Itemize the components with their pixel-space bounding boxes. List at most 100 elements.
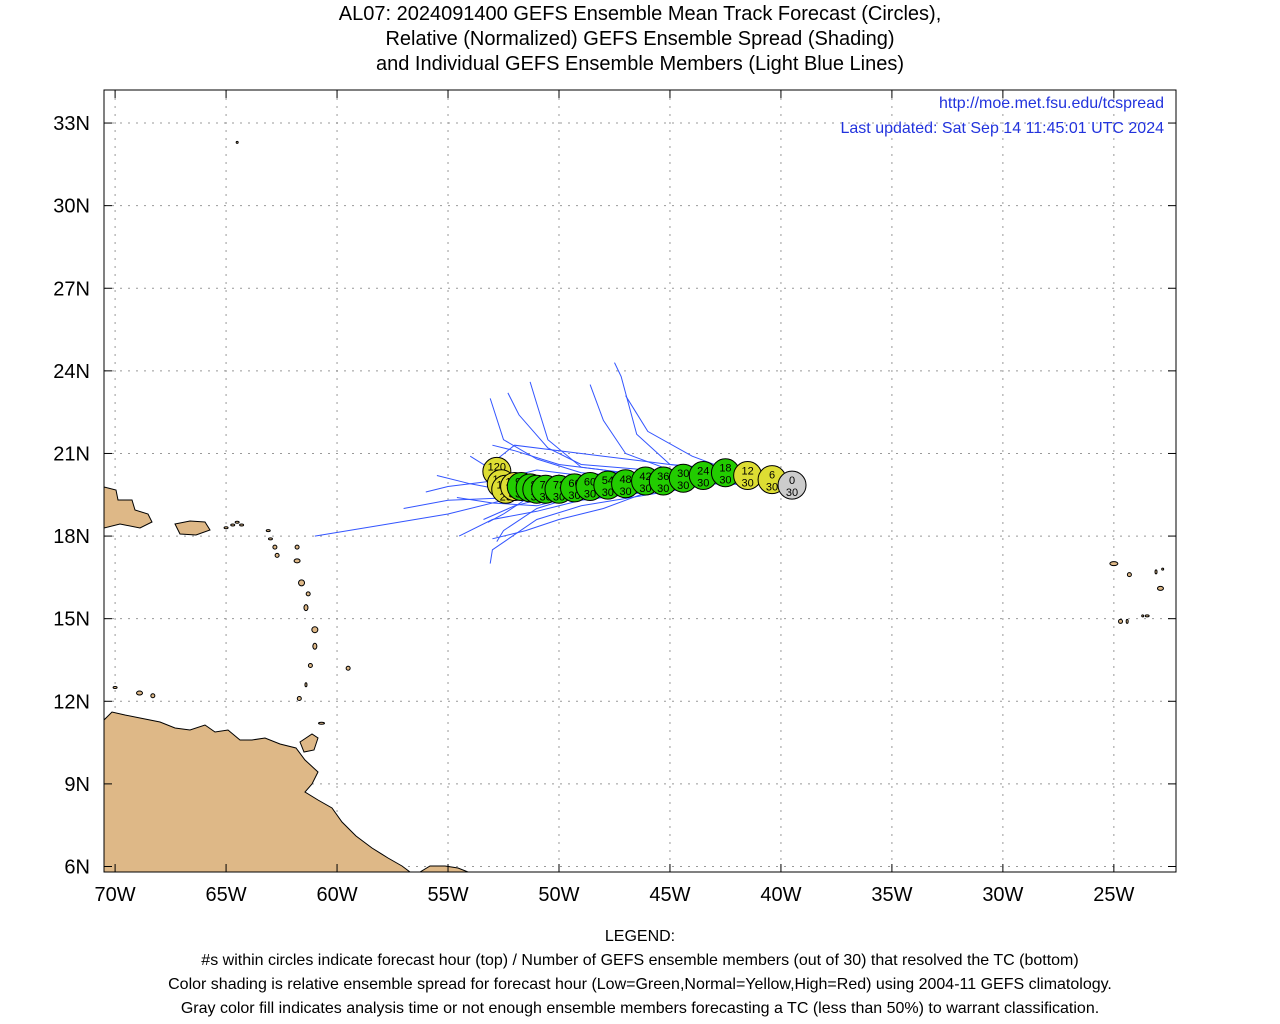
- lon-tick-label: 25W: [1093, 884, 1134, 906]
- title-line-3: and Individual GEFS Ensemble Members (Li…: [375, 53, 905, 75]
- member-count-label: 30: [697, 477, 709, 489]
- lat-tick-label: 18N: [53, 526, 90, 548]
- island: [136, 690, 144, 696]
- mean-track: 1202911429108291023096309030843078307230…: [482, 456, 807, 504]
- member-count-label: 30: [639, 483, 651, 495]
- island: [272, 544, 278, 550]
- island: [304, 682, 308, 688]
- island: [307, 662, 313, 668]
- lon-tick-label: 65W: [206, 884, 247, 906]
- lon-tick-label: 70W: [95, 884, 136, 906]
- member-count-label: 30: [742, 477, 754, 489]
- forecast-hour-label: 18: [719, 463, 731, 475]
- island: [150, 693, 156, 699]
- forecast-hour-label: 48: [619, 474, 631, 486]
- island: [294, 544, 300, 550]
- island: [1154, 569, 1158, 575]
- lon-tick-label: 55W: [427, 884, 468, 906]
- lat-tick-label: 12N: [53, 691, 90, 713]
- island: [311, 626, 319, 634]
- island: [296, 696, 302, 702]
- title-line-2: Relative (Normalized) GEFS Ensemble Spre…: [385, 28, 895, 50]
- track-point: 030: [777, 470, 807, 500]
- lat-tick-label: 9N: [64, 774, 90, 796]
- chart-title: AL07: 2024091400 GEFS Ensemble Mean Trac…: [0, 2, 1280, 77]
- puerto-rico-land: [174, 520, 211, 536]
- island: [318, 721, 326, 725]
- member-count-label: 30: [786, 487, 798, 499]
- member-count-label: 30: [619, 486, 631, 498]
- forecast-hour-label: 6: [769, 470, 775, 482]
- island: [235, 140, 239, 144]
- lat-tick-label: 27N: [53, 278, 90, 300]
- island: [223, 526, 229, 530]
- lon-tick-label: 35W: [871, 884, 912, 906]
- island: [239, 523, 245, 527]
- island: [1141, 614, 1145, 618]
- lat-tick-label: 33N: [53, 113, 90, 135]
- forecast-hour-label: 42: [639, 471, 651, 483]
- island: [1125, 618, 1129, 624]
- south-america-land: [104, 711, 411, 872]
- legend-line-3: Gray color fill indicates analysis time …: [180, 1000, 1100, 1017]
- trinidad-land: [299, 733, 319, 753]
- island: [312, 642, 318, 650]
- island: [1126, 572, 1132, 578]
- legend-line-2: Color shading is relative ensemble sprea…: [168, 976, 1112, 993]
- land-layer: [104, 486, 469, 872]
- island: [305, 591, 311, 597]
- islands: [112, 140, 1165, 725]
- island: [298, 579, 306, 587]
- member-count-label: 30: [657, 483, 669, 495]
- island: [1109, 561, 1119, 567]
- axes: 70W 65W 60W 55W 50W 45W 40W 35W 30W 25W 6N 9N 12N 15N…: [53, 90, 1176, 906]
- legend-heading: LEGEND:: [604, 928, 676, 945]
- lat-tick-label: 30N: [53, 196, 90, 218]
- forecast-hour-label: 12: [742, 465, 754, 477]
- island: [267, 537, 273, 541]
- forecast-hour-label: 36: [657, 471, 669, 483]
- lat-tick-label: 15N: [53, 609, 90, 631]
- lon-tick-label: 30W: [982, 884, 1023, 906]
- legend-line-1: #s within circles indicate forecast hour…: [201, 952, 1079, 969]
- island: [230, 523, 236, 527]
- forecast-hour-label: 30: [677, 468, 689, 480]
- member-count-label: 30: [677, 480, 689, 492]
- gridlines: [104, 90, 1176, 872]
- island: [303, 604, 309, 612]
- forecast-hour-label: 0: [789, 475, 795, 487]
- lon-tick-label: 60W: [316, 884, 357, 906]
- island: [1156, 585, 1164, 591]
- island: [234, 520, 240, 524]
- member-count-label: 30: [584, 489, 596, 501]
- island: [1161, 567, 1165, 571]
- forecast-hour-label: 54: [602, 475, 614, 487]
- track-circle: [777, 470, 807, 500]
- island: [112, 686, 118, 690]
- forecast-hour-label: 60: [584, 477, 596, 489]
- island: [265, 529, 271, 533]
- lon-tick-label: 50W: [538, 884, 579, 906]
- title-line-1: AL07: 2024091400 GEFS Ensemble Mean Trac…: [338, 3, 942, 25]
- island: [293, 558, 301, 564]
- french-guiana-coast: [419, 865, 469, 872]
- island: [274, 552, 280, 558]
- source-url: http://moe.met.fsu.edu/tcspread: [939, 95, 1164, 112]
- member-count-label: 30: [719, 475, 731, 487]
- lat-tick-label: 21N: [53, 443, 90, 465]
- lon-tick-label: 45W: [649, 884, 690, 906]
- lat-tick-label: 24N: [53, 361, 90, 383]
- lon-tick-label: 40W: [760, 884, 801, 906]
- forecast-hour-label: 24: [697, 465, 709, 477]
- member-count-label: 30: [766, 482, 778, 494]
- island: [1144, 614, 1150, 618]
- legend: LEGEND: #s within circles indicate forec…: [0, 925, 1280, 1021]
- island: [345, 665, 351, 671]
- island: [1118, 618, 1124, 624]
- hispaniola-land: [104, 486, 153, 529]
- lat-tick-label: 6N: [64, 856, 90, 878]
- last-updated: Last updated: Sat Sep 14 11:45:01 UTC 20…: [841, 120, 1165, 137]
- member-count-label: 30: [602, 487, 614, 499]
